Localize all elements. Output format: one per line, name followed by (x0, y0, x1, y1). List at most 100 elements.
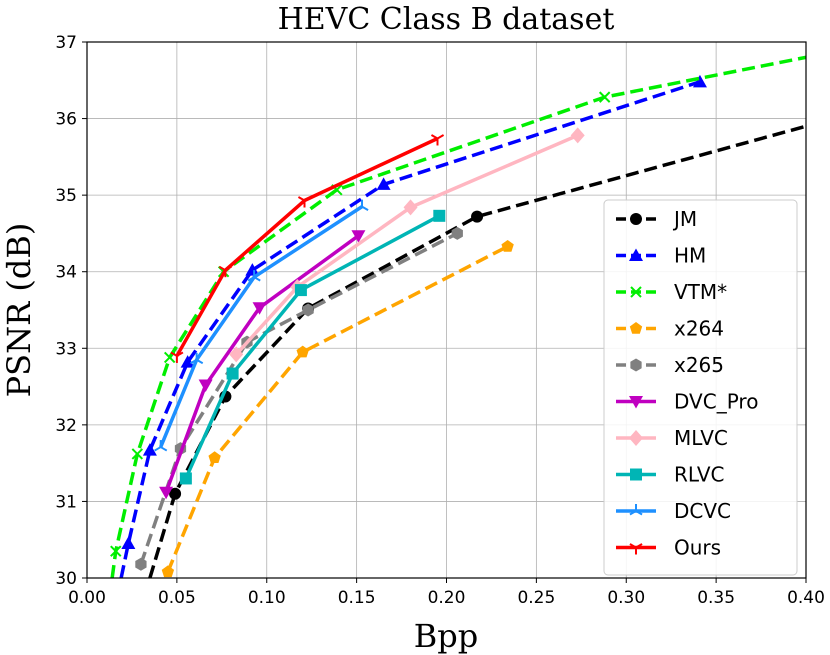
series-hm (119, 74, 707, 578)
marker-stroke (297, 196, 305, 202)
legend-item: VTM* (616, 280, 727, 304)
legend-item: Ours (616, 536, 721, 560)
x-tick-label: 0.15 (338, 588, 376, 608)
marker-stroke (154, 446, 162, 452)
y-tick-label: 35 (55, 186, 77, 206)
legend-marker (629, 248, 643, 261)
marker-stroke (437, 134, 445, 140)
marker-stroke (131, 448, 144, 460)
series-line (110, 55, 806, 578)
data-point (252, 302, 267, 315)
data-point (131, 448, 144, 460)
series-line (148, 124, 806, 578)
series-line (166, 244, 509, 573)
series-x264 (161, 239, 514, 578)
data-point (169, 487, 182, 500)
legend-item: HM (616, 244, 706, 268)
legend-label: DVC_Pro (674, 390, 758, 414)
data-point (351, 230, 366, 243)
data-point (247, 270, 261, 282)
marker-stroke (247, 276, 255, 282)
series-dvc-pro (159, 230, 366, 500)
data-point (218, 265, 232, 278)
marker-stroke (635, 510, 643, 516)
marker-stroke (598, 91, 611, 103)
series-layer (110, 55, 806, 578)
legend-label: Ours (674, 536, 721, 560)
series-line (234, 133, 579, 356)
legend-item: MLVC (616, 426, 728, 450)
data-point (179, 472, 192, 485)
series-line (184, 214, 441, 480)
y-tick-label: 33 (55, 339, 77, 359)
marker-stroke (361, 205, 369, 211)
data-point (430, 134, 445, 146)
x-tick-label: 0.35 (697, 588, 735, 608)
marker-stroke (253, 276, 261, 282)
marker-stroke (160, 446, 168, 452)
x-tick-label: 0.00 (68, 588, 106, 608)
legend-marker (630, 286, 642, 298)
marker-stroke (170, 351, 178, 357)
data-point (159, 486, 174, 500)
data-point (154, 440, 168, 452)
marker-stroke (196, 358, 204, 365)
data-point (471, 210, 484, 223)
data-point (692, 74, 707, 88)
legend-marker (630, 468, 642, 481)
series-line (159, 205, 363, 448)
data-point (296, 345, 309, 358)
marker-stroke (430, 134, 439, 140)
legend-item: DVC_Pro (616, 390, 758, 414)
legend-marker (629, 322, 643, 334)
data-point (501, 239, 514, 252)
data-point (190, 352, 204, 365)
x-tick-label: 0.30 (607, 588, 645, 608)
y-axis-ticks: 30 31 32 33 34 35 36 37 (55, 33, 87, 589)
x-tick-label: 0.05 (158, 588, 196, 608)
data-point (245, 263, 260, 276)
data-point (208, 451, 221, 464)
data-point (110, 545, 122, 557)
x-tick-label: 0.25 (517, 588, 555, 608)
data-point (433, 209, 446, 222)
legend-marker (629, 504, 643, 516)
data-point (226, 367, 239, 380)
legend-item: x265 (616, 353, 724, 377)
data-point (121, 536, 136, 550)
marker-stroke (355, 205, 363, 211)
legend-label: MLVC (674, 426, 728, 450)
data-point (294, 284, 307, 297)
data-point (598, 91, 611, 103)
legend-label: VTM* (674, 280, 727, 304)
marker-stroke (110, 545, 122, 557)
data-point (376, 177, 391, 190)
chart-title: HEVC Class B dataset (278, 2, 615, 37)
legend-marker (630, 358, 642, 372)
legend-label: RLVC (674, 463, 725, 487)
data-point (170, 351, 184, 363)
data-point (135, 557, 147, 571)
data-point (451, 226, 463, 240)
marker-stroke (190, 358, 198, 365)
data-point (403, 199, 418, 216)
data-point (355, 199, 369, 211)
legend: JM HM VTM* x264 x265 DVC_Pro MLVC RLVC DCVC Ours (603, 199, 798, 576)
data-point (229, 346, 244, 363)
y-tick-label: 31 (55, 492, 77, 512)
x-tick-label: 0.20 (428, 588, 466, 608)
x-tick-label: 0.10 (248, 588, 286, 608)
y-tick-label: 34 (55, 263, 77, 283)
series-ours (170, 134, 445, 363)
data-point (297, 196, 312, 208)
series-dcvc (154, 199, 369, 452)
y-tick-label: 37 (55, 33, 77, 53)
marker-stroke (331, 184, 343, 196)
series-line (175, 136, 439, 357)
y-tick-label: 30 (55, 569, 77, 589)
legend-label: x264 (674, 317, 724, 341)
marker-stroke (303, 196, 312, 202)
marker-stroke (630, 286, 642, 298)
legend-label: x265 (674, 353, 724, 377)
